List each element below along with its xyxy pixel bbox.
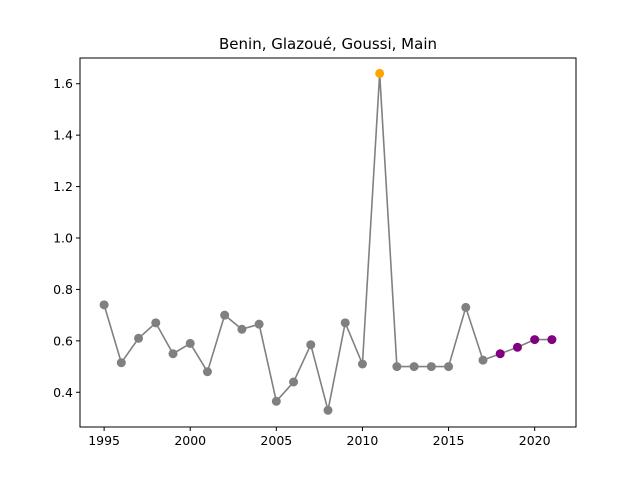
data-point-2016	[461, 302, 471, 312]
data-point-2011	[375, 68, 385, 78]
data-point-2003	[237, 324, 247, 334]
y-tick-label-0.4: 0.4	[53, 385, 73, 400]
data-point-2019	[512, 342, 522, 352]
data-point-2004	[254, 319, 264, 329]
data-point-2009	[340, 318, 350, 328]
x-tick-label-2005: 2005	[260, 433, 292, 448]
data-point-2015	[444, 362, 454, 372]
x-tick-label-2010: 2010	[347, 433, 379, 448]
data-point-2010	[357, 359, 367, 369]
plot-area	[79, 57, 577, 428]
data-point-2018	[495, 349, 505, 359]
y-tick-label-1.6: 1.6	[53, 76, 73, 91]
data-point-2007	[306, 340, 316, 350]
data-point-2012	[392, 362, 402, 372]
data-point-1995	[99, 300, 109, 310]
data-point-2014	[426, 362, 436, 372]
y-axis: 0.4 0.6 0.8 1.0 1.2 1.4 1.6	[53, 76, 80, 400]
y-tick-label-0.6: 0.6	[53, 333, 73, 348]
plot-frame	[79, 57, 577, 428]
data-point-2020	[530, 335, 540, 345]
data-point-2017	[478, 355, 488, 365]
y-tick-label-0.8: 0.8	[53, 282, 73, 297]
data-point-2000	[185, 338, 195, 348]
data-point-2002	[220, 310, 230, 320]
y-tick-label-1.0: 1.0	[53, 231, 73, 246]
data-point-1997	[134, 333, 144, 343]
data-point-2008	[323, 405, 333, 415]
y-tick-label-1.2: 1.2	[53, 179, 73, 194]
data-point-2013	[409, 362, 419, 372]
y-tick-label-1.4: 1.4	[53, 128, 73, 143]
data-point-2001	[202, 367, 212, 377]
data-point-2006	[289, 377, 299, 387]
x-tick-label-2015: 2015	[433, 433, 465, 448]
data-point-1996	[116, 358, 126, 368]
chart-title: Benin, Glazoué, Goussi, Main	[219, 35, 437, 53]
x-tick-label-2000: 2000	[174, 433, 206, 448]
data-point-2005	[271, 396, 281, 406]
x-axis: 1995 2000 2005 2010 2015 2020	[88, 427, 551, 448]
data-point-1999	[168, 349, 178, 359]
x-tick-label-2020: 2020	[519, 433, 551, 448]
x-tick-label-1995: 1995	[88, 433, 120, 448]
data-point-2021	[547, 335, 557, 345]
data-point-1998	[151, 318, 161, 328]
